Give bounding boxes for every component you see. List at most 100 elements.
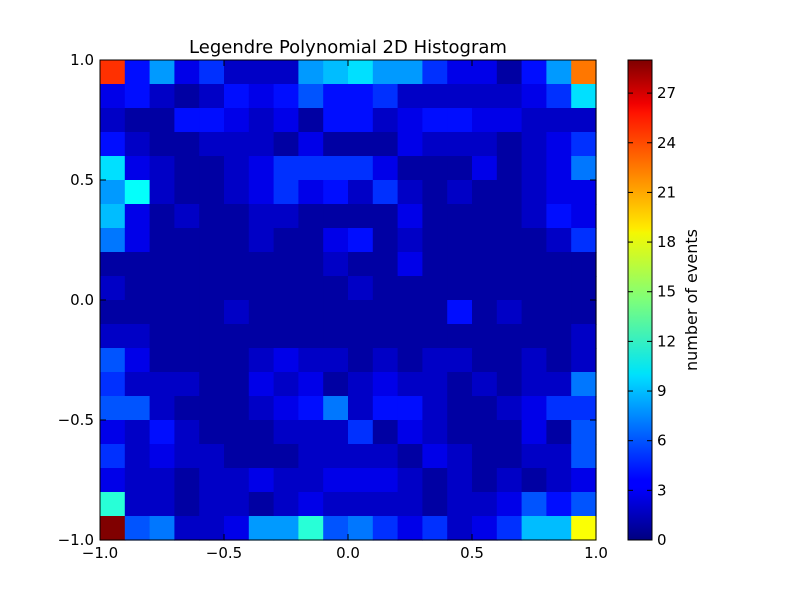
heatmap-cell — [323, 252, 349, 277]
heatmap-cell — [422, 396, 448, 421]
heatmap-cell — [273, 156, 299, 181]
heatmap-cell — [199, 468, 225, 493]
heatmap-cell — [248, 204, 275, 229]
heatmap-cell — [100, 156, 126, 181]
heatmap-cell — [100, 228, 126, 253]
heatmap-cell — [422, 156, 448, 181]
heatmap-cell — [397, 156, 423, 181]
heatmap-cell — [397, 348, 423, 373]
heatmap-cell — [273, 228, 299, 253]
colorbar-tick-label: 6 — [657, 432, 667, 450]
heatmap-cell — [521, 372, 547, 397]
heatmap-cell — [397, 420, 423, 445]
heatmap-cell — [298, 492, 324, 517]
heatmap-cell — [447, 252, 473, 277]
heatmap-cell — [298, 300, 324, 325]
heatmap-cell — [323, 372, 349, 397]
heatmap-cell — [149, 132, 175, 157]
heatmap-cell — [447, 444, 473, 469]
heatmap-cell — [124, 492, 151, 517]
heatmap-cell — [174, 444, 200, 469]
heatmap-cell — [348, 132, 374, 157]
heatmap-cell — [447, 396, 473, 421]
heatmap-cell — [149, 444, 175, 469]
heatmap-cell — [546, 180, 572, 205]
heatmap-cell — [571, 492, 597, 517]
heatmap-cell — [397, 276, 423, 301]
heatmap-cell — [323, 108, 349, 133]
heatmap-cell — [397, 180, 423, 205]
heatmap-cell — [447, 276, 473, 301]
heatmap-cell — [496, 492, 523, 517]
heatmap-cell — [273, 84, 299, 109]
heatmap-cell — [496, 324, 523, 349]
heatmap-cell — [447, 300, 473, 325]
heatmap-cell — [472, 228, 498, 253]
heatmap-cell — [224, 204, 250, 229]
colorbar-tick-label: 3 — [657, 481, 667, 499]
heatmap-cell — [472, 492, 498, 517]
heatmap-cell — [174, 324, 200, 349]
heatmap-cell — [323, 348, 349, 373]
heatmap-cell — [348, 492, 374, 517]
heatmap-cell — [348, 300, 374, 325]
heatmap-cell — [422, 348, 448, 373]
heatmap-cell — [248, 108, 275, 133]
heatmap-cell — [273, 444, 299, 469]
heatmap-cell — [124, 396, 151, 421]
heatmap-cell — [248, 492, 275, 517]
heatmap-cell — [199, 444, 225, 469]
heatmap-cell — [447, 108, 473, 133]
heatmap-cell — [372, 276, 399, 301]
heatmap-cell — [298, 60, 324, 85]
heatmap-cell — [124, 132, 151, 157]
heatmap-cell — [372, 204, 399, 229]
heatmap-cell — [372, 444, 399, 469]
heatmap-cell — [100, 84, 126, 109]
heatmap-cell — [224, 516, 250, 541]
heatmap-cell — [496, 468, 523, 493]
heatmap-cell — [546, 252, 572, 277]
heatmap-cell — [248, 84, 275, 109]
heatmap-cell — [348, 180, 374, 205]
heatmap-cell — [124, 108, 151, 133]
heatmap-cell — [496, 108, 523, 133]
heatmap-cell — [298, 180, 324, 205]
heatmap-cell — [224, 252, 250, 277]
heatmap-cell — [521, 276, 547, 301]
heatmap-cell — [372, 420, 399, 445]
heatmap-cell — [372, 324, 399, 349]
heatmap-cell — [546, 396, 572, 421]
heatmap-cell — [496, 132, 523, 157]
heatmap-cell — [348, 108, 374, 133]
heatmap-cell — [521, 84, 547, 109]
heatmap-cell — [174, 108, 200, 133]
heatmap-cell — [571, 132, 597, 157]
heatmap-cell — [521, 132, 547, 157]
heatmap-cell — [224, 228, 250, 253]
x-tick-label: 0.0 — [336, 544, 360, 562]
heatmap-cell — [496, 348, 523, 373]
heatmap-cell — [571, 204, 597, 229]
x-tick-label: −0.5 — [206, 544, 242, 562]
heatmap-cell — [348, 84, 374, 109]
heatmap-cell — [447, 324, 473, 349]
heatmap-cells — [100, 60, 597, 541]
heatmap-cell — [521, 468, 547, 493]
heatmap-cell — [546, 324, 572, 349]
heatmap-cell — [199, 276, 225, 301]
heatmap-cell — [124, 84, 151, 109]
heatmap-cell — [199, 396, 225, 421]
heatmap-cell — [149, 468, 175, 493]
heatmap-cell — [273, 324, 299, 349]
heatmap-cell — [397, 300, 423, 325]
heatmap-cell — [546, 84, 572, 109]
heatmap-cell — [472, 372, 498, 397]
heatmap-cell — [372, 252, 399, 277]
heatmap-cell — [422, 84, 448, 109]
heatmap-cell — [100, 108, 126, 133]
heatmap-cell — [397, 252, 423, 277]
heatmap-cell — [273, 468, 299, 493]
heatmap-cell — [472, 108, 498, 133]
